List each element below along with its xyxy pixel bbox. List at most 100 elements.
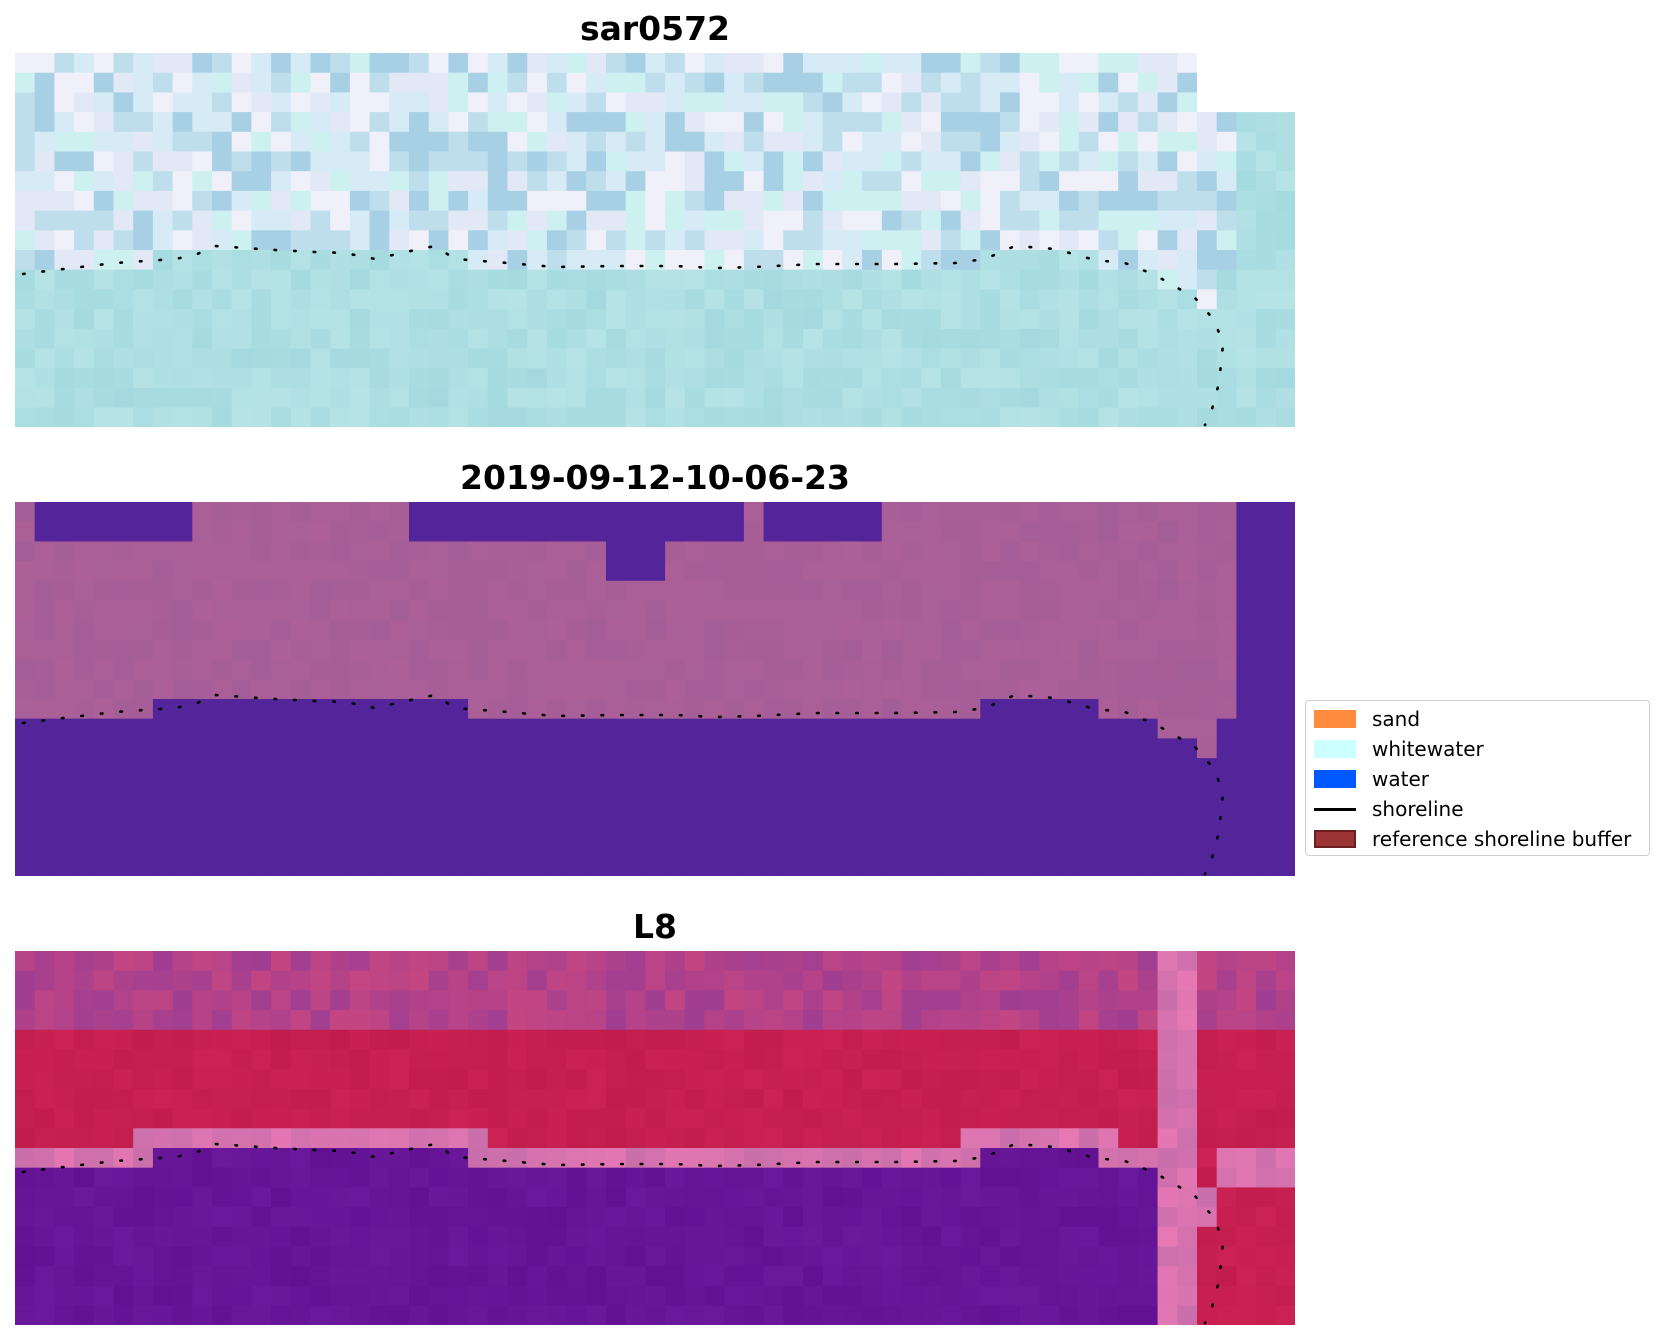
raster-pixel: [803, 210, 824, 231]
raster-pixel: [901, 718, 922, 739]
raster-pixel: [743, 368, 765, 389]
raster-pixel: [881, 1029, 903, 1051]
raster-pixel: [1157, 368, 1178, 389]
raster-pixel: [330, 718, 351, 739]
raster-pixel: [448, 836, 469, 858]
raster-pixel: [881, 1128, 903, 1149]
raster-pixel: [152, 1285, 174, 1307]
raster-pixel: [54, 659, 75, 680]
raster-pixel: [1256, 836, 1277, 858]
raster-pixel: [1236, 368, 1257, 389]
raster-pixel: [665, 561, 686, 582]
raster-pixel: [527, 289, 548, 310]
raster-pixel: [1275, 1285, 1295, 1307]
raster-pixel: [448, 856, 469, 876]
raster-pixel: [428, 1069, 449, 1090]
raster-pixel: [901, 1187, 922, 1208]
raster-pixel: [822, 1266, 843, 1287]
raster-pixel: [349, 600, 371, 621]
raster-pixel: [409, 289, 430, 310]
raster-pixel: [1098, 1226, 1119, 1248]
raster-pixel: [1000, 718, 1021, 739]
raster-pixel: [1236, 1285, 1257, 1307]
raster-pixel: [862, 777, 883, 799]
raster-pixel: [842, 1010, 863, 1031]
raster-pixel: [645, 1266, 666, 1287]
raster-pixel: [724, 951, 745, 972]
raster-pixel: [54, 53, 75, 74]
raster-pixel: [1019, 1226, 1040, 1248]
raster-pixel: [212, 580, 233, 602]
raster-pixel: [803, 112, 824, 133]
raster-pixel: [271, 210, 292, 231]
raster-pixel: [389, 72, 410, 93]
raster-pixel: [822, 856, 843, 876]
raster-pixel: [34, 1069, 55, 1090]
raster-pixel: [1019, 502, 1040, 523]
raster-pixel: [1059, 1246, 1080, 1267]
raster-pixel: [665, 1069, 686, 1090]
raster-pixel: [1078, 1226, 1100, 1248]
raster-pixel: [1118, 151, 1139, 172]
raster-pixel: [468, 541, 489, 562]
raster-pixel: [1019, 1246, 1040, 1267]
raster-pixel: [645, 309, 666, 330]
raster-pixel: [1000, 797, 1021, 818]
raster-pixel: [113, 1108, 134, 1129]
raster-pixel: [921, 1266, 942, 1287]
raster-pixel: [133, 797, 154, 818]
raster-pixel: [1177, 1128, 1198, 1149]
raster-pixel: [1059, 1305, 1080, 1325]
raster-pixel: [1039, 407, 1060, 427]
raster-pixel: [212, 230, 233, 251]
raster-pixel: [921, 1226, 942, 1248]
raster-pixel: [1078, 210, 1100, 231]
raster-pixel: [803, 131, 824, 153]
raster-pixel: [349, 659, 371, 680]
raster-pixel: [960, 92, 981, 113]
raster-pixel: [507, 797, 528, 818]
raster-pixel: [724, 521, 745, 542]
raster-pixel: [409, 1285, 430, 1307]
raster-pixel: [901, 1069, 922, 1090]
raster-pixel: [684, 112, 706, 133]
raster-pixel: [290, 561, 312, 582]
raster-pixel: [1118, 738, 1139, 759]
raster-pixel: [842, 368, 863, 389]
raster-pixel: [1118, 250, 1139, 271]
raster-pixel: [724, 836, 745, 858]
raster-pixel: [1019, 407, 1040, 427]
raster-pixel: [133, 817, 154, 838]
raster-pixel: [1157, 1069, 1178, 1090]
raster-pixel: [606, 1187, 627, 1208]
raster-pixel: [133, 250, 154, 271]
raster-pixel: [724, 600, 745, 621]
raster-pixel: [15, 112, 36, 133]
raster-pixel: [54, 951, 75, 972]
raster-pixel: [507, 679, 528, 700]
raster-pixel: [133, 112, 154, 133]
raster-pixel: [349, 777, 371, 799]
raster-pixel: [921, 718, 942, 739]
raster-pixel: [113, 797, 134, 818]
raster-pixel: [1000, 639, 1021, 661]
raster-pixel: [93, 1226, 115, 1248]
raster-pixel: [1137, 1187, 1159, 1208]
raster-pixel: [507, 600, 528, 621]
raster-pixel: [645, 970, 666, 991]
raster-pixel: [665, 387, 686, 409]
raster-pixel: [251, 112, 272, 133]
raster-pixel: [152, 600, 174, 621]
raster-pixel: [645, 758, 666, 779]
raster-pixel: [113, 309, 134, 330]
raster-pixel: [251, 639, 272, 661]
raster-pixel: [1216, 856, 1237, 876]
raster-pixel: [606, 1305, 627, 1325]
raster-pixel: [74, 1305, 95, 1325]
raster-pixel: [704, 620, 725, 641]
raster-pixel: [803, 970, 824, 991]
sand-swatch: [1314, 710, 1356, 728]
raster-pixel: [310, 250, 331, 271]
raster-pixel: [34, 797, 55, 818]
raster-pixel: [172, 679, 193, 700]
